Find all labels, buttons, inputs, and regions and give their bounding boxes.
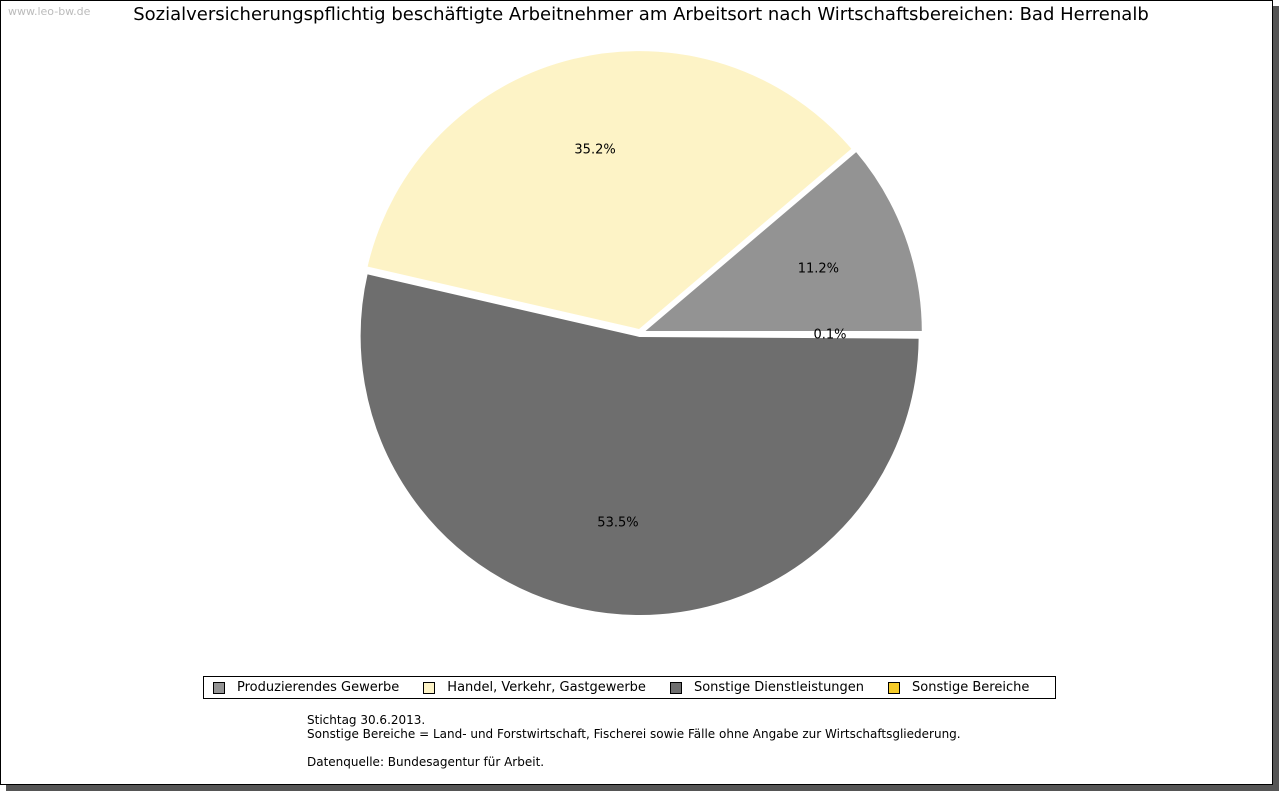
legend-label: Handel, Verkehr, Gastgewerbe bbox=[447, 680, 646, 695]
legend-item-produzierendes-gewerbe: Produzierendes Gewerbe bbox=[213, 680, 399, 695]
note-source: Datenquelle: Bundesagentur für Arbeit. bbox=[307, 755, 545, 769]
pie-slice-produzierendes-gewerbe bbox=[640, 149, 924, 333]
legend-swatch bbox=[669, 681, 682, 694]
notes: Stichtag 30.6.2013. Sonstige Bereiche = … bbox=[307, 713, 961, 769]
note-definition: Sonstige Bereiche = Land- und Forstwirts… bbox=[307, 727, 961, 741]
legend-label: Produzierendes Gewerbe bbox=[237, 680, 400, 695]
chart-title: Sozialversicherungspflichtig beschäftigt… bbox=[133, 4, 1149, 25]
legend: Produzierendes Gewerbe Handel, Verkehr, G… bbox=[203, 676, 1056, 699]
note-date: Stichtag 30.6.2013. bbox=[307, 713, 426, 727]
pie-label-sonstige-dienstleistungen: 53.5% bbox=[597, 516, 638, 531]
legend-label: Sonstige Dienstleistungen bbox=[693, 680, 865, 695]
legend-item-handel-verkehr-gastgewerbe: Handel, Verkehr, Gastgewerbe bbox=[423, 680, 646, 695]
pie-chart: 11.2% 35.2% 53.5% 0.1% bbox=[358, 49, 925, 617]
pie-slice-sonstige-bereiche bbox=[642, 332, 925, 336]
legend-label: Sonstige Bereiche bbox=[912, 680, 1030, 695]
legend-swatch bbox=[423, 681, 436, 694]
legend-swatch bbox=[888, 681, 901, 694]
pie-label-produzierendes-gewerbe: 11.2% bbox=[798, 262, 839, 277]
pie-label-sonstige-bereiche: 0.1% bbox=[813, 328, 846, 343]
pie-slice-sonstige-dienstleistungen bbox=[358, 271, 921, 617]
pie-slice-handel-verkehr-gastgewerbe bbox=[365, 49, 855, 332]
pie-label-handel-verkehr-gastgewerbe: 35.2% bbox=[574, 142, 615, 157]
legend-swatch bbox=[213, 681, 225, 694]
watermark: www.leo-bw.de bbox=[8, 5, 91, 18]
legend-item-sonstige-bereiche: Sonstige Bereiche bbox=[888, 680, 1029, 695]
legend-item-sonstige-dienstleistungen: Sonstige Dienstleistungen bbox=[669, 680, 865, 695]
